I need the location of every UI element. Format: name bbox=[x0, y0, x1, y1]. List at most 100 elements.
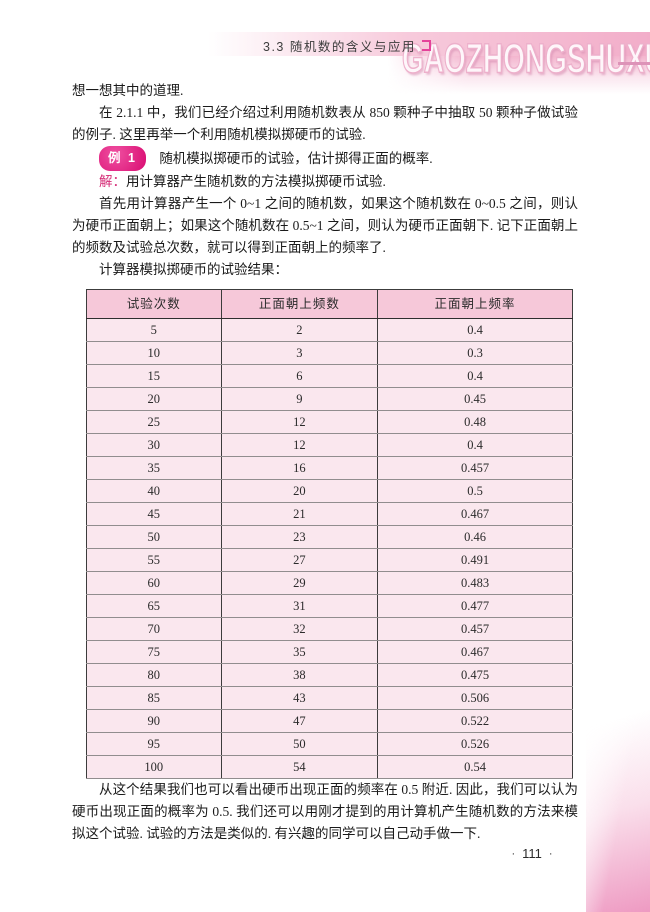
table-cell: 16 bbox=[220, 456, 379, 480]
simulation-results-table: 试验次数 正面朝上频数 正面朝上频率 5 2 0.4 10 3 0.3 15 6 0.4 20 9 0… bbox=[86, 289, 573, 779]
table-cell: 0.506 bbox=[377, 686, 573, 710]
page-content: 想一想其中的道理. 在 2.1.1 中，我们已经介绍过利用随机数表从 850 颗… bbox=[72, 80, 578, 845]
table-cell: 80 bbox=[86, 663, 222, 687]
table-row: 35 16 0.457 bbox=[86, 456, 573, 480]
paragraph-table-lead: 计算器模拟掷硬币的试验结果： bbox=[99, 262, 288, 277]
table-cell: 10 bbox=[86, 341, 222, 365]
table-cell: 0.457 bbox=[377, 456, 573, 480]
table-cell: 0.4 bbox=[377, 364, 573, 388]
table-cell: 29 bbox=[220, 571, 379, 595]
running-head: 3.3 随机数的含义与应用 bbox=[263, 36, 431, 54]
table-cell: 0.4 bbox=[377, 433, 573, 457]
table-cell: 23 bbox=[220, 525, 379, 549]
table-row: 25 12 0.48 bbox=[86, 410, 573, 434]
table-row: 5 2 0.4 bbox=[86, 318, 573, 342]
table-cell: 50 bbox=[220, 732, 379, 756]
table-cell: 5 bbox=[86, 318, 222, 342]
solution-text: 用计算器产生随机数的方法模拟掷硬币试验. bbox=[126, 174, 386, 189]
table-body: 5 2 0.4 10 3 0.3 15 6 0.4 20 9 0.45 25 12 0.48 30 12 0.4 3… bbox=[86, 318, 573, 779]
section-title: 3.3 随机数的含义与应用 bbox=[263, 39, 416, 54]
table-cell: 47 bbox=[220, 709, 379, 733]
table-cell: 0.477 bbox=[377, 594, 573, 618]
page-corner-decoration bbox=[586, 682, 650, 912]
paragraph-intro: 在 2.1.1 中，我们已经介绍过利用随机数表从 850 颗种子中抽取 50 颗… bbox=[72, 105, 578, 142]
example-line: 例 1 随机模拟掷硬币的试验，估计掷得正面的概率. bbox=[72, 146, 578, 171]
table-cell: 31 bbox=[220, 594, 379, 618]
table-cell: 27 bbox=[220, 548, 379, 572]
table-header-row: 试验次数 正面朝上频数 正面朝上频率 bbox=[86, 289, 573, 319]
table-row: 20 9 0.45 bbox=[86, 387, 573, 411]
table-cell: 30 bbox=[86, 433, 222, 457]
table-cell: 38 bbox=[220, 663, 379, 687]
table-cell: 0.467 bbox=[377, 502, 573, 526]
table-row: 70 32 0.457 bbox=[86, 617, 573, 641]
table-cell: 6 bbox=[220, 364, 379, 388]
header-rule bbox=[618, 62, 650, 65]
table-row: 90 47 0.522 bbox=[86, 709, 573, 733]
table-cell: 20 bbox=[220, 479, 379, 503]
table-cell: 3 bbox=[220, 341, 379, 365]
example-text: 随机模拟掷硬币的试验，估计掷得正面的概率. bbox=[159, 151, 433, 166]
solution-label: 解： bbox=[99, 174, 126, 189]
table-cell: 0.54 bbox=[377, 755, 573, 779]
table-cell: 0.3 bbox=[377, 341, 573, 365]
table-row: 80 38 0.475 bbox=[86, 663, 573, 687]
column-header-heads-frequency: 正面朝上频率 bbox=[377, 289, 573, 319]
table-cell: 65 bbox=[86, 594, 222, 618]
table-cell: 25 bbox=[86, 410, 222, 434]
page-number-dot-left: · bbox=[511, 848, 516, 860]
paragraph-conclusion: 从这个结果我们也可以看出硬币出现正面的频率在 0.5 附近. 因此，我们可以认为… bbox=[72, 782, 578, 841]
table-cell: 43 bbox=[220, 686, 379, 710]
table-cell: 55 bbox=[86, 548, 222, 572]
table-cell: 0.522 bbox=[377, 709, 573, 733]
table-row: 10 3 0.3 bbox=[86, 341, 573, 365]
table-row: 40 20 0.5 bbox=[86, 479, 573, 503]
page-number-area: · 111 · bbox=[487, 846, 577, 861]
example-badge: 例 1 bbox=[99, 146, 146, 171]
table-cell: 45 bbox=[86, 502, 222, 526]
table-cell: 0.475 bbox=[377, 663, 573, 687]
table-cell: 21 bbox=[220, 502, 379, 526]
table-cell: 20 bbox=[86, 387, 222, 411]
table-cell: 40 bbox=[86, 479, 222, 503]
table-cell: 0.5 bbox=[377, 479, 573, 503]
table-cell: 2 bbox=[220, 318, 379, 342]
table-cell: 90 bbox=[86, 709, 222, 733]
solution-line: 解：用计算器产生随机数的方法模拟掷硬币试验. bbox=[72, 171, 578, 193]
page-number-dot-right: · bbox=[548, 848, 553, 860]
table-cell: 0.467 bbox=[377, 640, 573, 664]
table-row: 60 29 0.483 bbox=[86, 571, 573, 595]
table-cell: 85 bbox=[86, 686, 222, 710]
table-cell: 15 bbox=[86, 364, 222, 388]
watermark-text: GAOZHONGSHUXUE bbox=[401, 35, 650, 83]
page-number: 111 bbox=[522, 846, 542, 861]
table-cell: 0.491 bbox=[377, 548, 573, 572]
table-cell: 35 bbox=[220, 640, 379, 664]
column-header-heads-count: 正面朝上频数 bbox=[220, 289, 379, 319]
table-cell: 54 bbox=[220, 755, 379, 779]
table-row: 55 27 0.491 bbox=[86, 548, 573, 572]
table-cell: 0.48 bbox=[377, 410, 573, 434]
table-cell: 95 bbox=[86, 732, 222, 756]
table-cell: 70 bbox=[86, 617, 222, 641]
table-row: 85 43 0.506 bbox=[86, 686, 573, 710]
table-row: 50 23 0.46 bbox=[86, 525, 573, 549]
paragraph-continuation: 想一想其中的道理. bbox=[72, 83, 184, 98]
table-row: 75 35 0.467 bbox=[86, 640, 573, 664]
table-cell: 9 bbox=[220, 387, 379, 411]
header-gradient-glow bbox=[388, 56, 650, 94]
table-row: 100 54 0.54 bbox=[86, 755, 573, 779]
table-row: 30 12 0.4 bbox=[86, 433, 573, 457]
table-row: 95 50 0.526 bbox=[86, 732, 573, 756]
table-cell: 60 bbox=[86, 571, 222, 595]
table-cell: 0.45 bbox=[377, 387, 573, 411]
table-row: 45 21 0.467 bbox=[86, 502, 573, 526]
table-cell: 0.46 bbox=[377, 525, 573, 549]
table-cell: 0.483 bbox=[377, 571, 573, 595]
table-cell: 75 bbox=[86, 640, 222, 664]
table-cell: 0.457 bbox=[377, 617, 573, 641]
header-gradient-band bbox=[0, 32, 650, 56]
table-cell: 12 bbox=[220, 433, 379, 457]
